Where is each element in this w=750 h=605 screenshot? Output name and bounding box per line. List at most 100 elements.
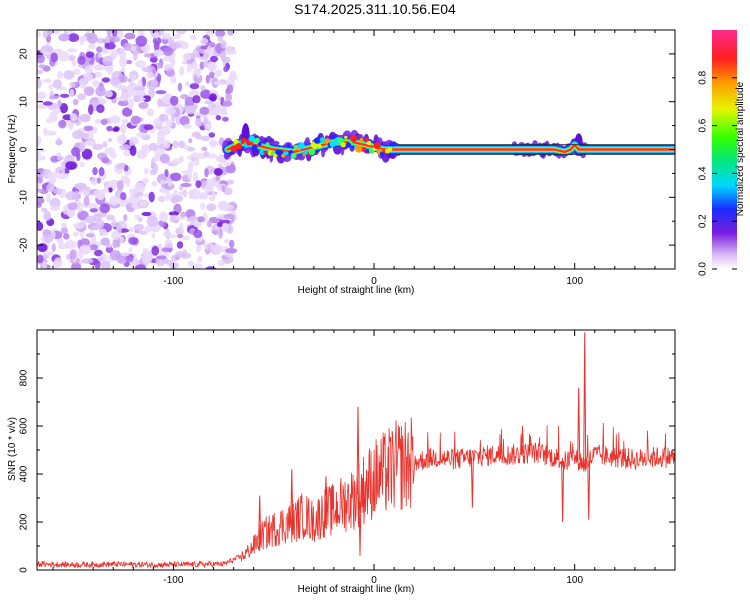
noise-blob — [221, 222, 230, 232]
noise-blob — [104, 90, 113, 98]
snr-series — [37, 332, 675, 569]
noise-blob — [148, 191, 155, 203]
snr-spike — [561, 461, 565, 523]
noise-blob — [50, 205, 60, 212]
noise-blob — [200, 89, 212, 99]
noise-blob — [220, 40, 227, 49]
noise-blob — [221, 185, 226, 193]
noise-blob — [111, 230, 120, 240]
noise-blob — [164, 259, 174, 266]
noise-blob — [220, 50, 226, 61]
noise-blob — [170, 56, 176, 66]
top-y-ticks: -20 -10 0 10 20 — [19, 29, 675, 270]
noise-blob — [57, 172, 69, 180]
noise-blob — [116, 96, 128, 102]
noise-blob — [85, 233, 95, 238]
noise-blob — [57, 243, 69, 250]
noise-blob — [186, 63, 193, 73]
noise-blob — [48, 83, 54, 90]
noise-blob — [204, 183, 212, 193]
track-dot — [277, 150, 284, 156]
noise-blob — [177, 82, 183, 92]
noise-blob — [37, 221, 44, 231]
noise-blob — [101, 77, 111, 83]
noise-blob — [179, 155, 184, 163]
noise-blob — [135, 60, 147, 68]
noise-blob — [137, 217, 143, 222]
noise-blob — [97, 257, 104, 262]
track-dot — [345, 142, 352, 148]
noise-blob — [53, 257, 63, 269]
noise-blob — [42, 30, 49, 39]
noise-blob — [128, 247, 133, 253]
noise-blob — [177, 191, 188, 196]
noise-blob — [187, 260, 195, 267]
noise-blob — [43, 210, 52, 221]
noise-blob — [183, 123, 192, 129]
noise-blob — [193, 171, 198, 182]
noise-blob — [81, 258, 94, 264]
noise-blob — [215, 30, 226, 38]
track-dot — [248, 135, 256, 143]
noise-blob — [201, 146, 208, 152]
noise-blob — [38, 64, 47, 69]
bottom-x-tick-label: 0 — [371, 575, 377, 586]
bottom-y-ticks: 0 200 400 600 800 — [19, 353, 675, 573]
noise-blob — [213, 80, 224, 86]
noise-blob — [230, 209, 236, 216]
noise-blob — [37, 196, 45, 205]
noise-blob — [123, 150, 132, 157]
noise-blob — [92, 80, 100, 88]
noise-blob — [208, 61, 216, 71]
noise-blob — [95, 212, 108, 218]
noise-blob — [170, 172, 182, 182]
noise-blob — [213, 168, 223, 176]
noise-blob — [94, 119, 103, 124]
noise-blob — [203, 242, 214, 250]
noise-blob — [162, 47, 174, 56]
noise-blob — [117, 224, 122, 235]
colorbar-tick-label: 0.0 — [698, 262, 709, 276]
noise-blob — [197, 216, 205, 223]
noise-blob — [169, 95, 179, 106]
noise-blob — [84, 140, 96, 146]
noise-blob — [118, 74, 128, 83]
noise-blob — [102, 55, 113, 66]
noise-blob — [196, 244, 202, 253]
noise-blob — [176, 241, 184, 249]
bottom-x-tick-label: 100 — [566, 575, 583, 586]
noise-blob — [115, 163, 125, 170]
noise-blob — [191, 61, 198, 70]
noise-blob — [42, 78, 52, 84]
track-dot — [329, 140, 336, 148]
noise-blob — [175, 116, 182, 125]
noise-blob — [149, 56, 158, 63]
noise-blob — [68, 122, 74, 131]
noise-blob — [119, 49, 127, 60]
noise-blob — [72, 231, 80, 237]
noise-blob — [142, 254, 152, 265]
noise-blob — [170, 75, 177, 84]
noise-blob — [138, 230, 148, 235]
track-dot — [373, 142, 381, 150]
top-x-tick-label: 0 — [371, 276, 377, 287]
noise-blob — [113, 126, 120, 132]
noise-blob — [157, 195, 167, 202]
noise-blob — [146, 108, 155, 117]
noise-blob — [60, 166, 65, 176]
noise-blob — [117, 30, 124, 40]
noise-blob — [125, 177, 131, 188]
noise-blob — [98, 97, 104, 103]
noise-blob — [136, 132, 148, 138]
noise-blob — [200, 85, 206, 91]
noise-blob — [106, 125, 113, 132]
noise-blob — [164, 239, 173, 251]
track-dot — [313, 137, 321, 144]
noise-blob — [56, 155, 64, 161]
noise-blob — [37, 69, 44, 75]
noise-blob — [79, 140, 86, 152]
noise-blob — [95, 219, 105, 229]
noise-blob — [83, 125, 94, 132]
noise-blob — [192, 95, 201, 104]
noise-blob — [181, 170, 193, 175]
